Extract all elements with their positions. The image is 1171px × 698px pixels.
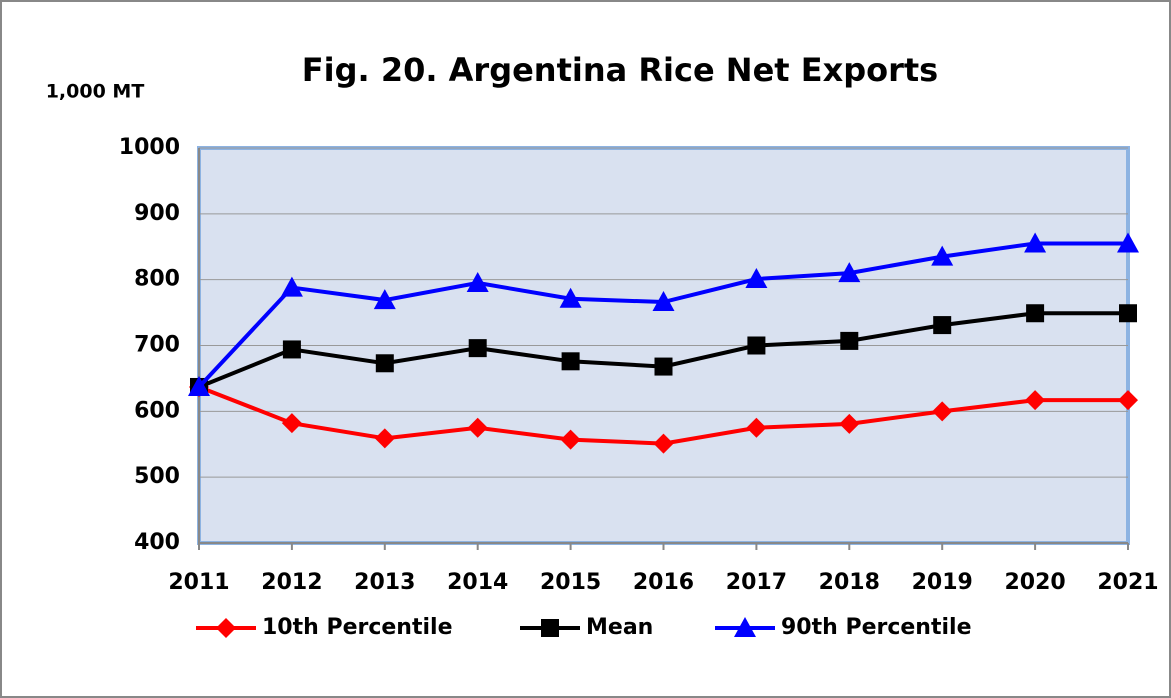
data-point <box>746 417 767 438</box>
data-point <box>1026 304 1045 323</box>
legend-label: 90th Percentile <box>781 615 972 640</box>
x-tick-label: 2014 <box>447 570 508 595</box>
data-point <box>559 287 582 308</box>
data-point <box>1119 304 1137 323</box>
x-tick-label: 2013 <box>354 570 415 595</box>
data-point <box>838 262 861 283</box>
data-point <box>188 375 210 396</box>
x-tick-label: 2019 <box>912 570 973 595</box>
y-tick-label: 500 <box>134 464 180 489</box>
y-axis-label: 1,000 MT <box>46 81 145 103</box>
data-point <box>466 271 489 292</box>
x-tick-label: 2012 <box>261 570 322 595</box>
data-point <box>747 336 766 355</box>
legend-label: Mean <box>586 615 653 640</box>
x-tick-label: 2016 <box>633 570 694 595</box>
data-point <box>373 289 396 310</box>
data-point <box>560 429 581 450</box>
y-tick-label: 1000 <box>119 135 180 160</box>
x-tick-label: 2018 <box>819 570 880 595</box>
data-point <box>933 316 952 335</box>
data-point <box>1025 390 1046 411</box>
data-point <box>467 417 488 438</box>
data-point <box>840 331 859 350</box>
data-point <box>654 357 673 376</box>
y-tick-label: 700 <box>134 333 180 358</box>
data-point <box>468 339 487 358</box>
data-point <box>374 428 395 449</box>
data-point <box>561 352 580 371</box>
y-tick-label: 900 <box>134 201 180 226</box>
data-point <box>653 433 674 454</box>
data-point <box>280 276 303 297</box>
chart-title: Fig. 20. Argentina Rice Net Exports <box>302 51 938 89</box>
data-point <box>1024 232 1047 253</box>
data-point <box>745 268 768 289</box>
x-tick-label: 2020 <box>1004 570 1065 595</box>
data-point <box>839 413 860 434</box>
legend-marker <box>541 619 559 637</box>
data-point <box>282 340 301 359</box>
legend-marker <box>734 617 756 637</box>
x-tick-label: 2021 <box>1097 570 1158 595</box>
data-point <box>932 401 953 422</box>
data-point <box>1117 232 1139 253</box>
data-point <box>652 291 675 312</box>
data-point <box>375 354 394 373</box>
legend-marker <box>216 618 236 638</box>
x-tick-label: 2015 <box>540 570 601 595</box>
data-point <box>931 245 954 266</box>
legend-label: 10th Percentile <box>262 615 453 640</box>
data-point <box>1118 390 1138 411</box>
y-tick-label: 600 <box>134 398 180 423</box>
x-tick-label: 2017 <box>726 570 787 595</box>
y-tick-label: 800 <box>134 267 180 292</box>
x-tick-label: 2011 <box>168 570 229 595</box>
y-tick-label: 400 <box>134 530 180 555</box>
data-point <box>281 413 302 434</box>
